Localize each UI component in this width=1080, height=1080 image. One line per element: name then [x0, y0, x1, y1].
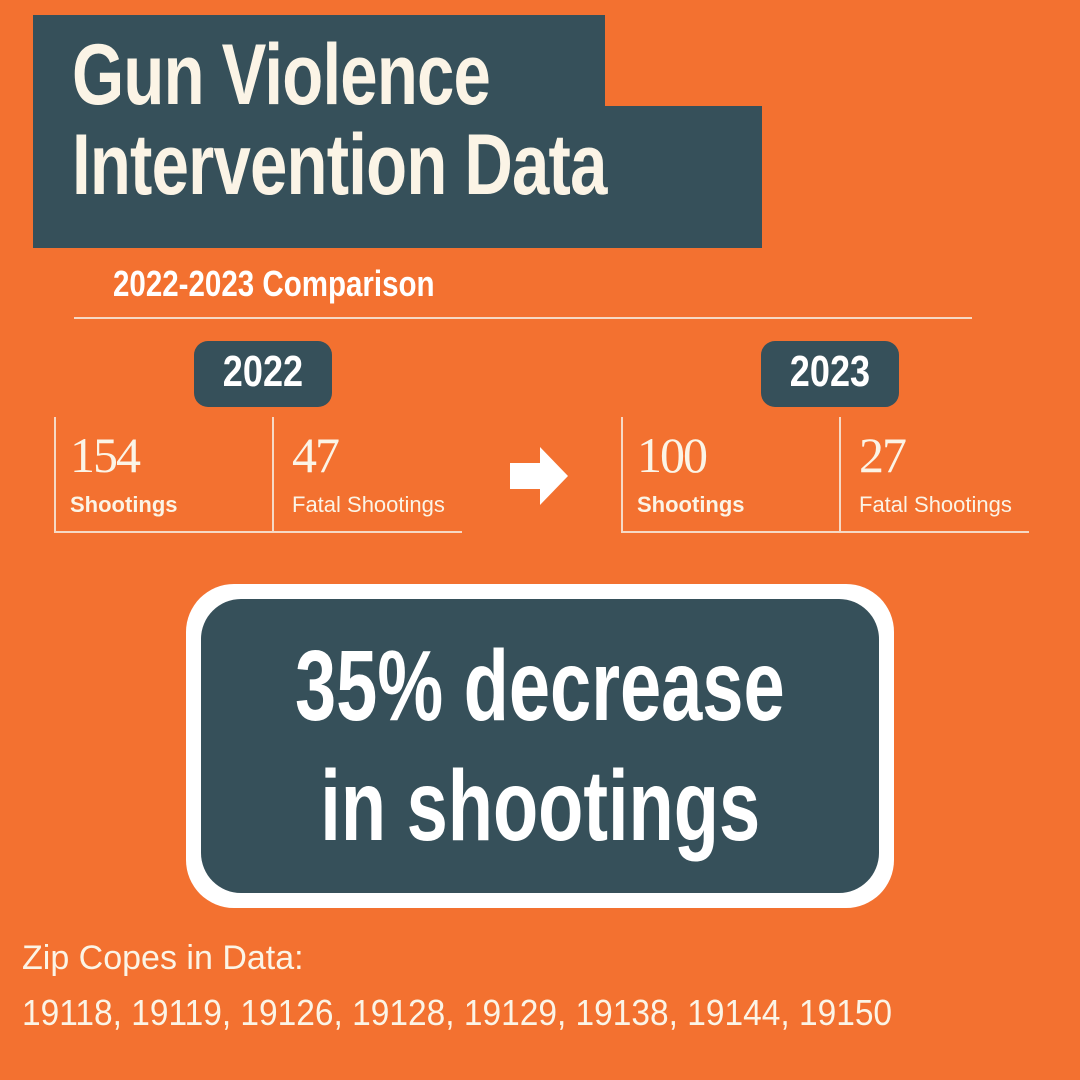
vertical-rule	[54, 417, 56, 533]
stats-2023: 100 Shootings 27 Fatal Shootings	[621, 417, 1029, 533]
vertical-rule	[621, 417, 623, 533]
title-panel-bottom	[33, 106, 762, 248]
fatal-count-2023: 27	[859, 427, 907, 483]
fatal-label-2022: Fatal Shootings	[292, 492, 445, 517]
shootings-label-2022: Shootings	[70, 492, 178, 517]
year-badge-2023: 2023	[761, 341, 899, 407]
subtitle: 2022-2023 Comparison	[113, 263, 435, 304]
zip-codes-list: 19118, 19119, 19126, 19128, 19129, 19138…	[22, 992, 893, 1033]
horizontal-rule	[621, 531, 1029, 533]
year-label: 2023	[789, 347, 871, 396]
shootings-count-2023: 100	[637, 427, 708, 483]
callout-line-2: in shootings	[320, 750, 760, 862]
fatal-label-2023: Fatal Shootings	[859, 492, 1012, 517]
year-label: 2022	[222, 347, 304, 396]
arrow-right-icon	[510, 447, 568, 505]
decrease-callout: 35% decrease in shootings	[201, 599, 879, 893]
year-badge-2022: 2022	[194, 341, 332, 407]
title-line-1: Gun Violence	[72, 27, 491, 123]
shootings-count-2022: 154	[70, 427, 141, 483]
zip-codes-heading: Zip Copes in Data:	[22, 939, 304, 977]
divider	[74, 317, 972, 319]
stats-2022: 154 Shootings 47 Fatal Shootings	[54, 417, 462, 533]
vertical-rule	[839, 417, 841, 533]
horizontal-rule	[54, 531, 462, 533]
title-panel-top	[33, 15, 605, 115]
title-line-2: Intervention Data	[72, 117, 607, 213]
fatal-count-2022: 47	[292, 427, 340, 483]
vertical-rule	[272, 417, 274, 533]
shootings-label-2023: Shootings	[637, 492, 745, 517]
page-title: Gun Violence Intervention Data	[72, 30, 607, 210]
callout-line-1: 35% decrease	[295, 630, 785, 742]
